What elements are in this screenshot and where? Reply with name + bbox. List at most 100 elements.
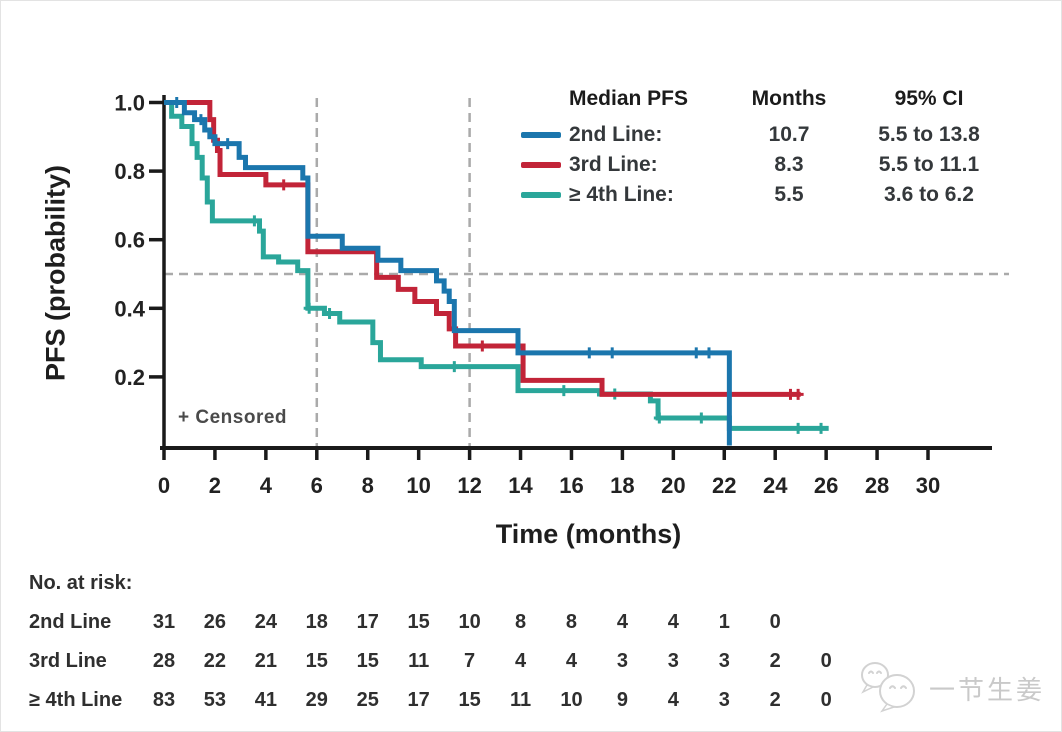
risk-count: 2	[769, 650, 781, 672]
censor-mark-4th-line	[558, 385, 570, 397]
censor-mark-2nd-line	[583, 347, 595, 359]
risk-count: 2	[769, 689, 781, 711]
risk-count: 22	[203, 650, 227, 672]
risk-count: 4	[667, 689, 679, 711]
y-tick-label: 0.2	[114, 365, 145, 390]
x-tick-label: 2	[209, 473, 221, 498]
risk-count: 1	[718, 611, 730, 633]
risk-count: 3	[616, 650, 628, 672]
legend-ci: 5.5 to 11.1	[878, 153, 980, 176]
risk-count: 11	[408, 650, 430, 672]
risk-count: 17	[356, 611, 379, 633]
censor-mark-4th-line	[448, 361, 460, 373]
x-tick-label: 20	[661, 473, 685, 498]
legend-median-months: 5.5	[774, 183, 804, 206]
watermark: 一节生姜	[857, 656, 1045, 720]
risk-count: 0	[820, 689, 832, 711]
risk-count: 15	[458, 689, 481, 711]
legend: Median PFS Months 95% CI 2nd Line: 10.7 5.5 t…	[491, 79, 1057, 219]
legend-header-95-ci: 95% CI	[894, 87, 964, 110]
x-axis-title: Time (months)	[495, 519, 682, 549]
censor-mark-2nd-line	[690, 347, 702, 359]
legend-ci: 5.5 to 13.8	[878, 123, 980, 146]
risk-count: 29	[305, 689, 328, 711]
censor-mark-4th-line	[248, 215, 260, 227]
legend-median-months: 10.7	[768, 123, 810, 146]
risk-table-title: No. at risk:	[29, 572, 133, 594]
censor-mark-4th-line	[815, 422, 827, 434]
risk-count: 17	[407, 689, 430, 711]
risk-count: 4	[667, 611, 679, 633]
censor-mark-2nd-line	[606, 347, 618, 359]
censor-mark-2nd-line	[703, 347, 715, 359]
risk-count: 0	[820, 650, 832, 672]
censor-mark-4th-line	[792, 422, 804, 434]
x-tick-label: 4	[260, 473, 273, 498]
risk-count: 83	[152, 689, 176, 711]
legend-median-months: 8.3	[774, 153, 804, 176]
risk-row-label: 3rd Line	[29, 650, 107, 672]
km-curve-4th-line	[164, 100, 829, 431]
risk-count: 3	[667, 650, 679, 672]
censor-mark-2nd-line	[195, 114, 207, 126]
x-tick-label: 14	[508, 473, 533, 498]
risk-count: 31	[152, 611, 176, 633]
risk-count: 4	[565, 650, 578, 672]
km-chart-plot-area: 1.00.80.60.40.20 2 4 6 8 10 12 14 16 18 20 22 24 26 28…	[114, 91, 1009, 498]
x-tick-label: 30	[916, 473, 940, 498]
x-tick-label: 22	[712, 473, 736, 498]
x-tick-label: 28	[865, 473, 889, 498]
risk-count: 10	[458, 611, 481, 633]
risk-count: 11	[509, 689, 532, 711]
x-tick-label: 6	[311, 473, 323, 498]
watermark-text: 一节生姜	[928, 674, 1045, 705]
risk-count: 8	[514, 611, 527, 633]
x-tick-label: 26	[814, 473, 838, 498]
risk-count: 15	[305, 650, 328, 672]
x-tick-label: 24	[763, 473, 788, 498]
legend-label: 3rd Line:	[569, 153, 658, 176]
legend-swatch	[521, 192, 561, 198]
risk-count: 7	[464, 650, 476, 672]
censor-mark-3rd-line	[278, 179, 290, 191]
risk-row-label: ≥ 4th Line	[29, 689, 123, 711]
censor-mark-4th-line	[303, 302, 315, 314]
y-tick-label: 0.6	[114, 228, 145, 253]
x-tick-label: 8	[362, 473, 374, 498]
x-tick-label: 18	[610, 473, 634, 498]
y-tick-label: 1.0	[114, 91, 145, 116]
legend-header-months: Months	[751, 87, 827, 110]
y-tick-label: 0.4	[114, 296, 145, 321]
risk-count: 53	[203, 689, 227, 711]
x-tick-label: 10	[406, 473, 430, 498]
censor-mark-4th-line	[324, 307, 336, 319]
risk-count: 4	[514, 650, 527, 672]
risk-count: 21	[254, 650, 277, 672]
censored-annotation: + Censored	[178, 407, 288, 428]
risk-count: 4	[616, 611, 628, 633]
risk-count: 0	[769, 611, 781, 633]
legend-header-median-pfs: Median PFS	[569, 87, 689, 110]
risk-count: 41	[254, 689, 277, 711]
censor-mark-3rd-line	[476, 340, 488, 352]
risk-count: 15	[407, 611, 430, 633]
risk-count: 25	[356, 689, 379, 711]
censor-mark-2nd-line	[171, 97, 183, 108]
censor-mark-2nd-line	[222, 138, 234, 150]
risk-count: 3	[718, 689, 730, 711]
km-curve-2nd-line	[164, 100, 732, 446]
chat-faces-icon	[860, 662, 915, 713]
risk-count: 24	[254, 611, 277, 633]
y-axis-title: PFS (probability)	[40, 165, 71, 381]
x-tick-label: 0	[158, 473, 170, 498]
risk-row-label: 2nd Line	[29, 611, 112, 633]
legend-label: ≥ 4th Line:	[569, 183, 674, 206]
risk-count: 15	[356, 650, 379, 672]
censor-mark-4th-line	[695, 412, 707, 424]
risk-count: 8	[565, 611, 578, 633]
y-tick-label: 0.8	[114, 159, 145, 184]
censor-mark-4th-line	[653, 412, 665, 424]
legend-ci: 3.6 to 6.2	[884, 183, 974, 206]
risk-count: 10	[560, 689, 583, 711]
